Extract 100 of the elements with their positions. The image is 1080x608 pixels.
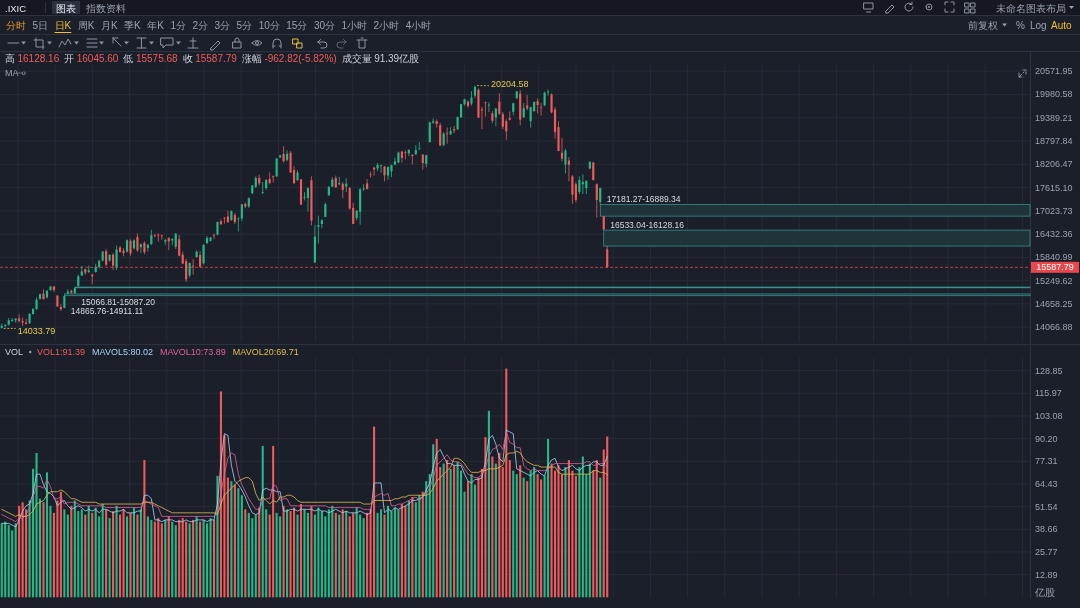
bar	[484, 437, 487, 598]
chart-title: VOL	[5, 347, 24, 357]
bar	[574, 475, 577, 598]
text: 5分	[236, 19, 253, 31]
bar	[119, 514, 122, 598]
annotation: MA	[5, 68, 19, 78]
bar	[63, 509, 66, 598]
bar	[418, 495, 421, 598]
text: MAVOL20:69.71	[232, 347, 299, 357]
bar	[567, 460, 570, 598]
bar	[59, 491, 62, 598]
text: 指数资料	[85, 2, 126, 13]
annotation: 20204.58	[490, 78, 529, 89]
text: 4小时	[405, 19, 432, 31]
text: 16128.16	[17, 52, 60, 63]
bar	[160, 523, 163, 598]
bar	[35, 453, 38, 598]
bar	[376, 512, 379, 598]
bar	[550, 463, 553, 598]
y-tick-label: 17023.73	[1035, 205, 1073, 216]
y-tick-label: 15249.62	[1035, 275, 1073, 286]
bar	[70, 505, 73, 598]
candlestick	[136, 233, 139, 253]
candlestick	[338, 176, 341, 186]
bar	[310, 505, 313, 598]
bar	[446, 460, 449, 598]
y-tick-label: 77.31	[1035, 456, 1058, 467]
bar	[122, 509, 125, 598]
y-tick-label: 64.43	[1035, 478, 1058, 489]
text: 前复权	[968, 19, 998, 31]
bar	[547, 438, 550, 598]
text: 未命名图表布局	[996, 2, 1066, 13]
band-label: 14865.76-14911.11	[70, 306, 144, 317]
text: 5日	[32, 19, 49, 31]
bar	[94, 507, 97, 598]
bar	[355, 507, 358, 598]
candlestick	[11, 317, 14, 323]
candlestick	[303, 191, 306, 201]
bar	[397, 509, 400, 598]
text: 91.39亿股	[374, 52, 420, 63]
text: 1小时	[341, 19, 368, 31]
bar	[348, 516, 351, 598]
candlestick	[348, 186, 351, 211]
bar	[80, 509, 83, 598]
bar	[73, 500, 76, 598]
bar	[453, 465, 456, 598]
bar	[212, 519, 216, 598]
text: 涨幅	[241, 52, 262, 63]
bar	[324, 516, 327, 598]
bar	[487, 410, 490, 598]
bar	[578, 467, 581, 598]
y-tick-label: 15840.99	[1035, 252, 1073, 263]
candlestick	[508, 111, 511, 121]
y-tick-label: 51.54	[1035, 501, 1058, 512]
bar	[226, 477, 229, 598]
bar	[411, 497, 414, 598]
bar	[261, 445, 264, 598]
y-tick-label: 25.77	[1035, 546, 1058, 557]
bar	[45, 472, 49, 598]
text: 3分	[214, 19, 231, 31]
bar	[279, 516, 282, 598]
text: .IXIC	[5, 2, 27, 13]
text: 30分	[313, 19, 336, 31]
bar	[599, 477, 602, 598]
bar	[136, 514, 139, 598]
candlestick	[540, 102, 543, 117]
bar	[606, 436, 609, 598]
candlestick	[185, 258, 188, 283]
bar	[181, 518, 184, 598]
bar	[386, 505, 390, 598]
bar	[362, 518, 365, 598]
y-tick-label: 17615.10	[1035, 182, 1073, 193]
candlestick	[212, 233, 216, 240]
candlestick	[320, 218, 323, 229]
text: MAVOL5:80.02	[92, 347, 153, 357]
text: 1分	[170, 19, 186, 31]
bar	[508, 460, 511, 598]
text: 2小时	[373, 19, 400, 31]
candlestick	[536, 98, 539, 114]
text: 高	[5, 52, 15, 63]
band-label: 17181.27-16889.34	[606, 194, 681, 205]
y-tick-label: 115.97	[1035, 388, 1062, 399]
bar	[442, 463, 445, 598]
bar	[581, 456, 584, 598]
bar	[498, 453, 501, 598]
text: 10分	[258, 19, 280, 31]
bar	[491, 456, 494, 598]
candlestick	[286, 149, 289, 162]
candlestick	[446, 127, 449, 145]
y-tick-label: 90.20	[1035, 433, 1058, 444]
y-tick-label: 16432.36	[1035, 229, 1073, 240]
bar	[240, 495, 243, 598]
text: VOL1:91.39	[37, 347, 86, 357]
bar	[56, 500, 59, 598]
candlestick	[606, 245, 609, 269]
bar	[404, 505, 407, 598]
bar	[345, 511, 348, 598]
y-axis-title: 亿股	[1034, 586, 1055, 598]
text: 图表	[56, 2, 76, 13]
bar	[237, 488, 240, 598]
